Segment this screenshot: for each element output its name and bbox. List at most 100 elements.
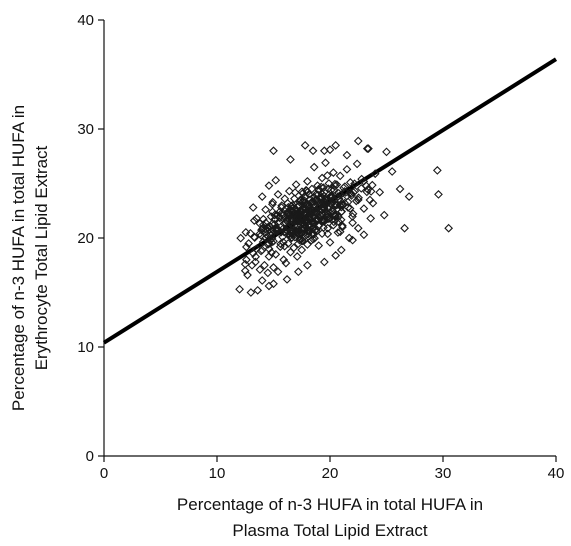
data-point [337,221,347,231]
data-point [318,205,327,215]
data-point [302,201,312,210]
data-point [323,184,333,194]
data-point [325,145,335,155]
data-point [330,210,340,220]
data-point [359,230,369,240]
data-point [289,243,299,253]
data-point [269,279,278,289]
data-point [263,232,273,242]
data-point [268,197,278,207]
data-point [370,169,380,179]
data-point [306,198,316,208]
data-point [256,246,266,256]
data-point [362,187,372,197]
data-point [258,214,268,224]
data-point [277,210,287,220]
x-tick-label: 20 [322,465,339,482]
data-point [305,206,315,215]
data-point [243,270,252,280]
data-point [404,192,414,201]
data-point [319,183,328,193]
data-point [308,205,318,215]
x-axis-title-line-2: Plasma Total Lipid Extract [232,521,428,540]
data-point [366,186,376,196]
data-point [310,207,319,217]
data-point [251,257,260,267]
data-point [275,207,285,217]
y-tick-label: 0 [86,448,94,465]
data-point [353,223,363,233]
data-point [303,260,312,270]
data-point [297,187,307,197]
x-tick-label: 10 [209,465,226,482]
data-point [311,214,321,224]
data-point [297,245,307,255]
data-point [249,216,259,225]
data-point [321,158,330,168]
data-point [283,198,292,208]
data-point [325,237,335,247]
data-point [335,227,345,237]
data-point [282,216,292,226]
data-point [329,168,338,177]
data-point [276,239,286,249]
data-point [344,233,354,243]
axis-labels: Percentage of n-3 HUFA in total HUFA in … [9,105,483,540]
data-point [295,196,305,206]
data-point [287,220,297,230]
data-point [279,227,289,237]
data-point [333,228,343,237]
data-point [379,210,389,220]
data-point [303,240,312,249]
data-point [271,175,281,185]
data-point [277,201,287,210]
data-point [276,227,286,237]
data-point [322,199,331,208]
x-tick-label: 30 [435,465,452,482]
data-point [264,281,274,291]
data-point [326,190,336,200]
data-point [348,235,357,245]
data-point [329,217,339,227]
data-point [331,140,341,150]
data-point [242,255,251,265]
data-point [382,147,391,157]
data-point [351,196,361,206]
data-point [335,171,345,181]
data-point [368,198,378,208]
data-point [348,218,357,228]
data-point [314,184,324,194]
data-point [334,188,344,198]
data-point [260,260,269,270]
data-point [300,216,310,226]
data-point [387,167,397,176]
y-tick-label: 30 [77,121,94,138]
data-point [317,216,327,226]
data-point [278,224,288,233]
data-point [319,257,329,267]
axes: 0 10 20 30 40 0 10 20 30 40 [77,12,564,482]
data-point [329,185,339,195]
data-point [261,205,270,215]
data-point [279,218,289,228]
data-point [317,229,327,239]
data-point [343,197,353,207]
data-point [250,233,260,243]
x-tick-label: 40 [548,465,565,482]
data-point [293,239,303,249]
data-point [312,226,321,236]
data-point [290,188,300,197]
data-point [352,159,362,169]
data-point [336,245,346,255]
data-point [264,244,274,254]
data-point [246,288,256,297]
data-point [314,241,324,251]
y-axis-title-line-2: Erythrocyte Total Lipid Extract [32,145,51,370]
data-point [329,194,338,204]
data-point [331,251,341,260]
data-point [353,136,363,146]
data-point [268,207,277,217]
data-point [284,186,294,196]
data-point [251,252,261,262]
data-point [434,190,443,199]
